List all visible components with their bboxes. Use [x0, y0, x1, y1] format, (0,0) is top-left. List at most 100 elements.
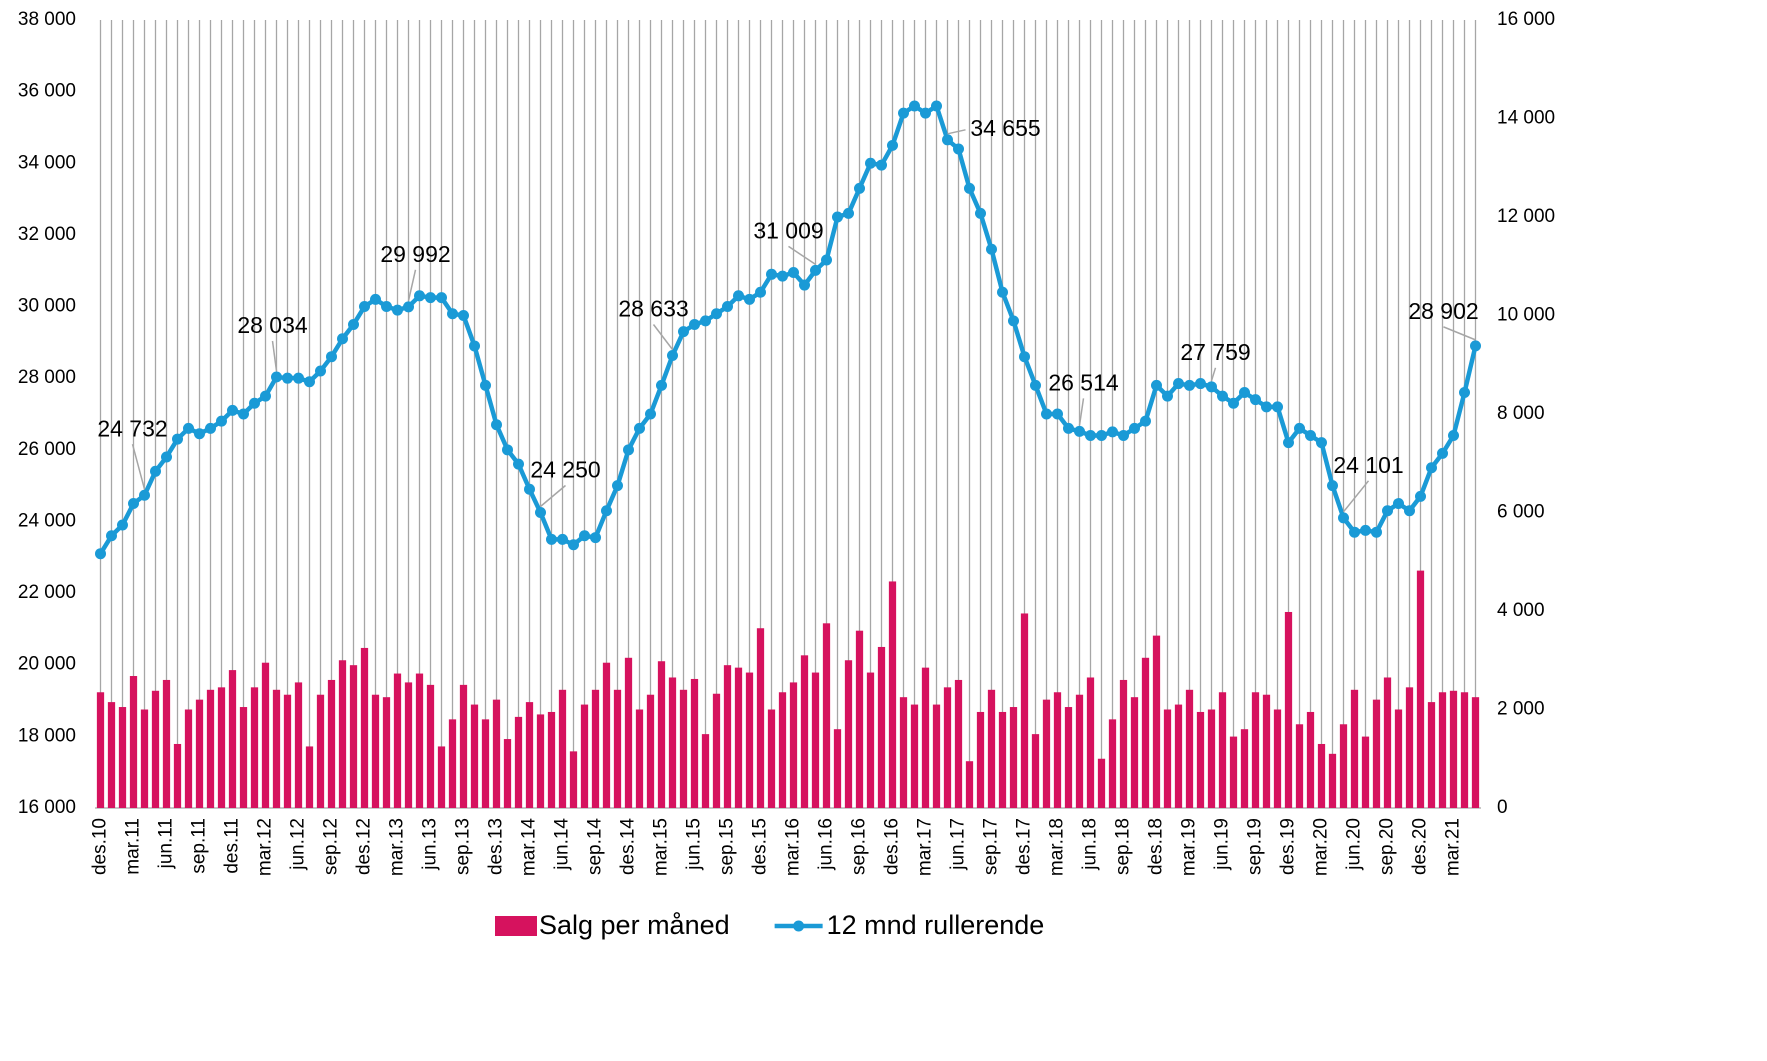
bar	[1427, 702, 1436, 808]
x-tick-label: sep.20	[1377, 818, 1398, 875]
line-marker	[172, 433, 183, 445]
line-marker	[601, 505, 612, 517]
line-marker	[1052, 408, 1063, 420]
bar	[173, 743, 182, 808]
x-tick-label: des.20	[1410, 818, 1431, 875]
bar	[954, 679, 963, 808]
bar	[1372, 699, 1381, 808]
x-tick-label: mar.12	[255, 818, 276, 876]
bar	[998, 711, 1007, 808]
line-marker	[502, 444, 513, 456]
bar	[1394, 709, 1403, 808]
x-tick-label: des.14	[618, 818, 639, 875]
y-tick-label: 36 000	[18, 81, 76, 102]
leader-line	[788, 245, 816, 266]
line-marker	[1338, 512, 1349, 524]
line-marker	[1151, 379, 1162, 391]
bar	[1383, 677, 1392, 808]
line-marker	[1382, 505, 1393, 517]
bar	[624, 657, 633, 808]
bar	[1229, 736, 1238, 808]
bar	[547, 711, 556, 808]
legend-swatch	[495, 916, 537, 936]
legend: Salg per måned 12 mnd rullerende	[495, 910, 1044, 940]
line-marker	[711, 308, 722, 320]
bar	[734, 667, 743, 808]
leader-line	[1078, 398, 1085, 426]
data-label: 28 633	[618, 296, 688, 322]
bar	[910, 704, 919, 808]
bar	[811, 672, 820, 808]
bar	[1119, 679, 1128, 808]
bar	[228, 670, 237, 808]
x-tick-label: jun.14	[552, 818, 573, 871]
line-marker	[1085, 429, 1096, 441]
x-tick-label: des.16	[882, 818, 903, 875]
bar	[217, 687, 226, 808]
x-tick-label: des.10	[90, 818, 111, 875]
line-marker	[722, 301, 733, 313]
line-marker	[216, 415, 227, 427]
bar	[745, 672, 754, 808]
bar	[558, 689, 567, 808]
y2-tick-label: 14 000	[1497, 108, 1555, 129]
bar	[888, 581, 897, 808]
bar	[382, 697, 391, 808]
line-marker	[436, 292, 447, 304]
y-tick-label: 30 000	[18, 296, 76, 317]
bar	[294, 682, 303, 808]
line-marker	[304, 376, 315, 388]
line-marker	[898, 107, 909, 119]
line-marker	[1206, 381, 1217, 393]
bar	[987, 689, 996, 808]
x-tick-label: mar.19	[1179, 818, 1200, 876]
bar	[921, 667, 930, 808]
line-marker	[843, 207, 854, 219]
line-marker	[315, 365, 326, 377]
bar	[514, 716, 523, 808]
bar	[1240, 729, 1249, 808]
line-marker	[1294, 422, 1305, 434]
bar	[723, 665, 732, 808]
line-marker	[1448, 429, 1459, 441]
x-tick-label: jun.20	[1344, 818, 1365, 871]
bar	[1009, 707, 1018, 808]
x-tick-label: des.18	[1146, 818, 1167, 875]
line-marker	[1250, 394, 1261, 406]
x-tick-label: jun.16	[816, 818, 837, 871]
bar	[305, 746, 314, 808]
line-marker	[777, 270, 788, 282]
bar	[1350, 689, 1359, 808]
line-marker	[524, 483, 535, 495]
bar	[437, 746, 446, 808]
bar	[426, 684, 435, 808]
x-tick-label: sep.19	[1245, 818, 1266, 875]
line-marker	[546, 533, 557, 545]
line-marker	[953, 143, 964, 155]
x-tick-label: mar.18	[1047, 818, 1068, 876]
bar	[470, 704, 479, 808]
x-tick-label: jun.19	[1212, 818, 1233, 871]
x-tick-label: mar.13	[387, 818, 408, 876]
bar	[1174, 704, 1183, 808]
y2-tick-label: 0	[1497, 797, 1508, 818]
bar	[1185, 689, 1194, 808]
line-marker	[403, 301, 414, 313]
line-marker	[678, 326, 689, 338]
bar	[1460, 692, 1469, 808]
line-marker	[128, 498, 139, 510]
leader-line	[271, 340, 278, 372]
bar	[1416, 570, 1425, 808]
legend-label: Salg per måned	[539, 910, 730, 940]
line-marker	[799, 279, 810, 291]
bar	[1262, 694, 1271, 808]
line-marker	[986, 243, 997, 255]
line-marker	[634, 422, 645, 434]
line-marker	[1393, 498, 1404, 510]
line-marker	[227, 404, 238, 416]
bar	[701, 734, 710, 808]
bar	[1031, 734, 1040, 808]
line-marker	[1030, 379, 1041, 391]
line-marker	[1063, 422, 1074, 434]
y2-tick-label: 10 000	[1497, 305, 1555, 326]
